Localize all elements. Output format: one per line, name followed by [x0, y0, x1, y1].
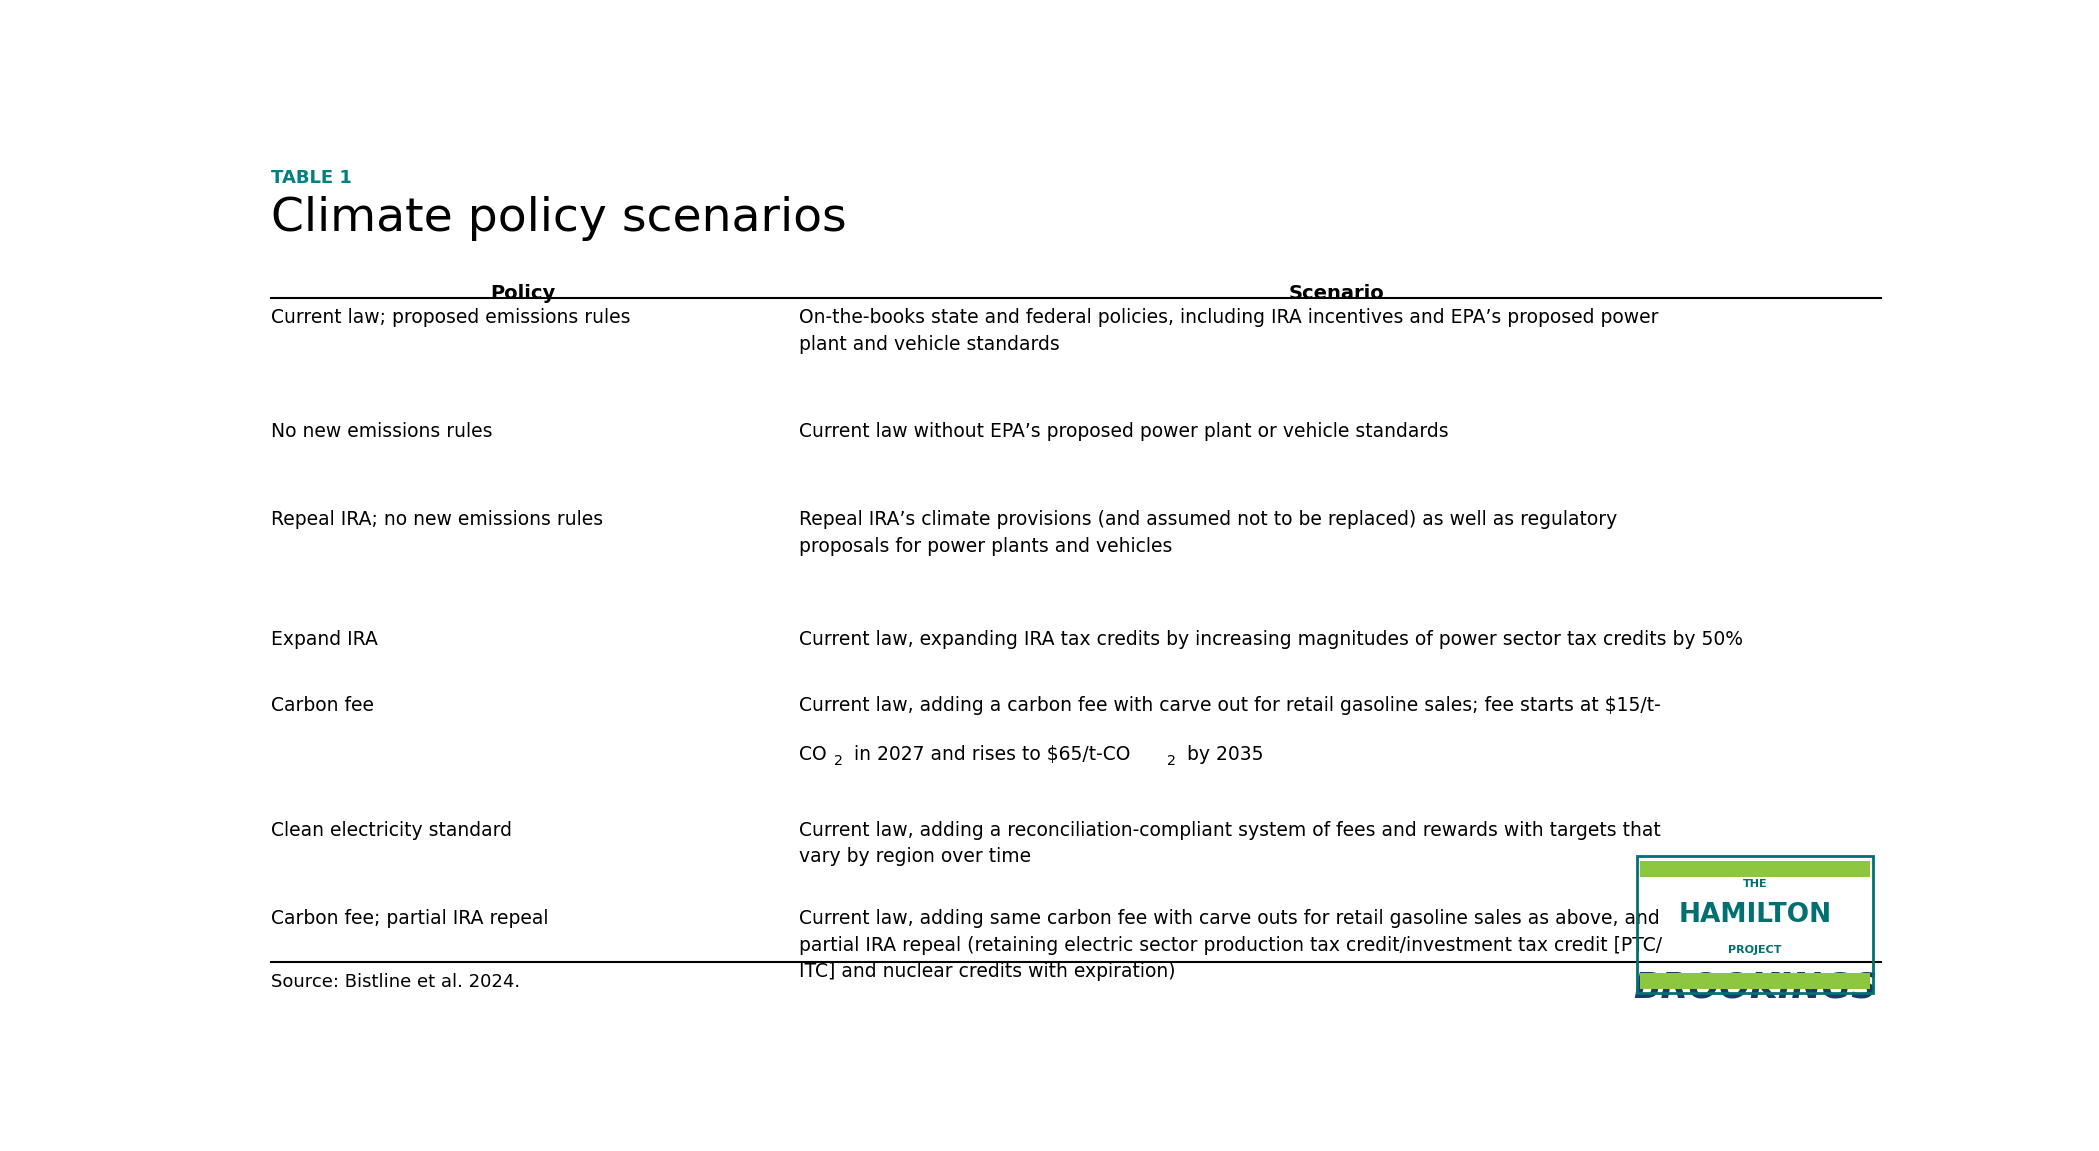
Text: Source: Bistline et al. 2024.: Source: Bistline et al. 2024.	[271, 973, 521, 991]
Text: by 2035: by 2035	[1182, 745, 1264, 764]
Text: Carbon fee; partial IRA repeal: Carbon fee; partial IRA repeal	[271, 909, 548, 928]
FancyBboxPatch shape	[1639, 973, 1870, 989]
Text: TABLE 1: TABLE 1	[271, 169, 351, 188]
Text: Current law, adding a carbon fee with carve out for retail gasoline sales; fee s: Current law, adding a carbon fee with ca…	[800, 696, 1660, 716]
Text: CO: CO	[800, 745, 827, 764]
Text: THE: THE	[1742, 879, 1767, 889]
Text: No new emissions rules: No new emissions rules	[271, 421, 491, 441]
Text: BROOKINGS: BROOKINGS	[1633, 971, 1877, 1005]
Text: Current law, adding a reconciliation-compliant system of fees and rewards with t: Current law, adding a reconciliation-com…	[800, 821, 1660, 866]
FancyBboxPatch shape	[1639, 861, 1870, 877]
Text: HAMILTON: HAMILTON	[1679, 902, 1832, 928]
Text: On-the-books state and federal policies, including IRA incentives and EPA’s prop: On-the-books state and federal policies,…	[800, 308, 1658, 353]
Text: Climate policy scenarios: Climate policy scenarios	[271, 196, 846, 241]
Text: Expand IRA: Expand IRA	[271, 630, 378, 649]
Text: Carbon fee: Carbon fee	[271, 696, 374, 716]
Text: 2: 2	[833, 754, 844, 768]
Text: 2: 2	[1167, 754, 1175, 768]
Text: Repeal IRA; no new emissions rules: Repeal IRA; no new emissions rules	[271, 510, 602, 529]
Text: PROJECT: PROJECT	[1727, 945, 1782, 954]
Text: Current law without EPA’s proposed power plant or vehicle standards: Current law without EPA’s proposed power…	[800, 421, 1448, 441]
Text: Scenario: Scenario	[1289, 284, 1383, 304]
Text: Current law, expanding IRA tax credits by increasing magnitudes of power sector : Current law, expanding IRA tax credits b…	[800, 630, 1742, 649]
Text: Current law; proposed emissions rules: Current law; proposed emissions rules	[271, 308, 630, 327]
Text: Current law, adding same carbon fee with carve outs for retail gasoline sales as: Current law, adding same carbon fee with…	[800, 909, 1662, 981]
Text: Clean electricity standard: Clean electricity standard	[271, 821, 512, 839]
Text: in 2027 and rises to $65/t-CO: in 2027 and rises to $65/t-CO	[848, 745, 1131, 764]
Text: Policy: Policy	[489, 284, 556, 304]
Text: Repeal IRA’s climate provisions (and assumed not to be replaced) as well as regu: Repeal IRA’s climate provisions (and ass…	[800, 510, 1618, 556]
